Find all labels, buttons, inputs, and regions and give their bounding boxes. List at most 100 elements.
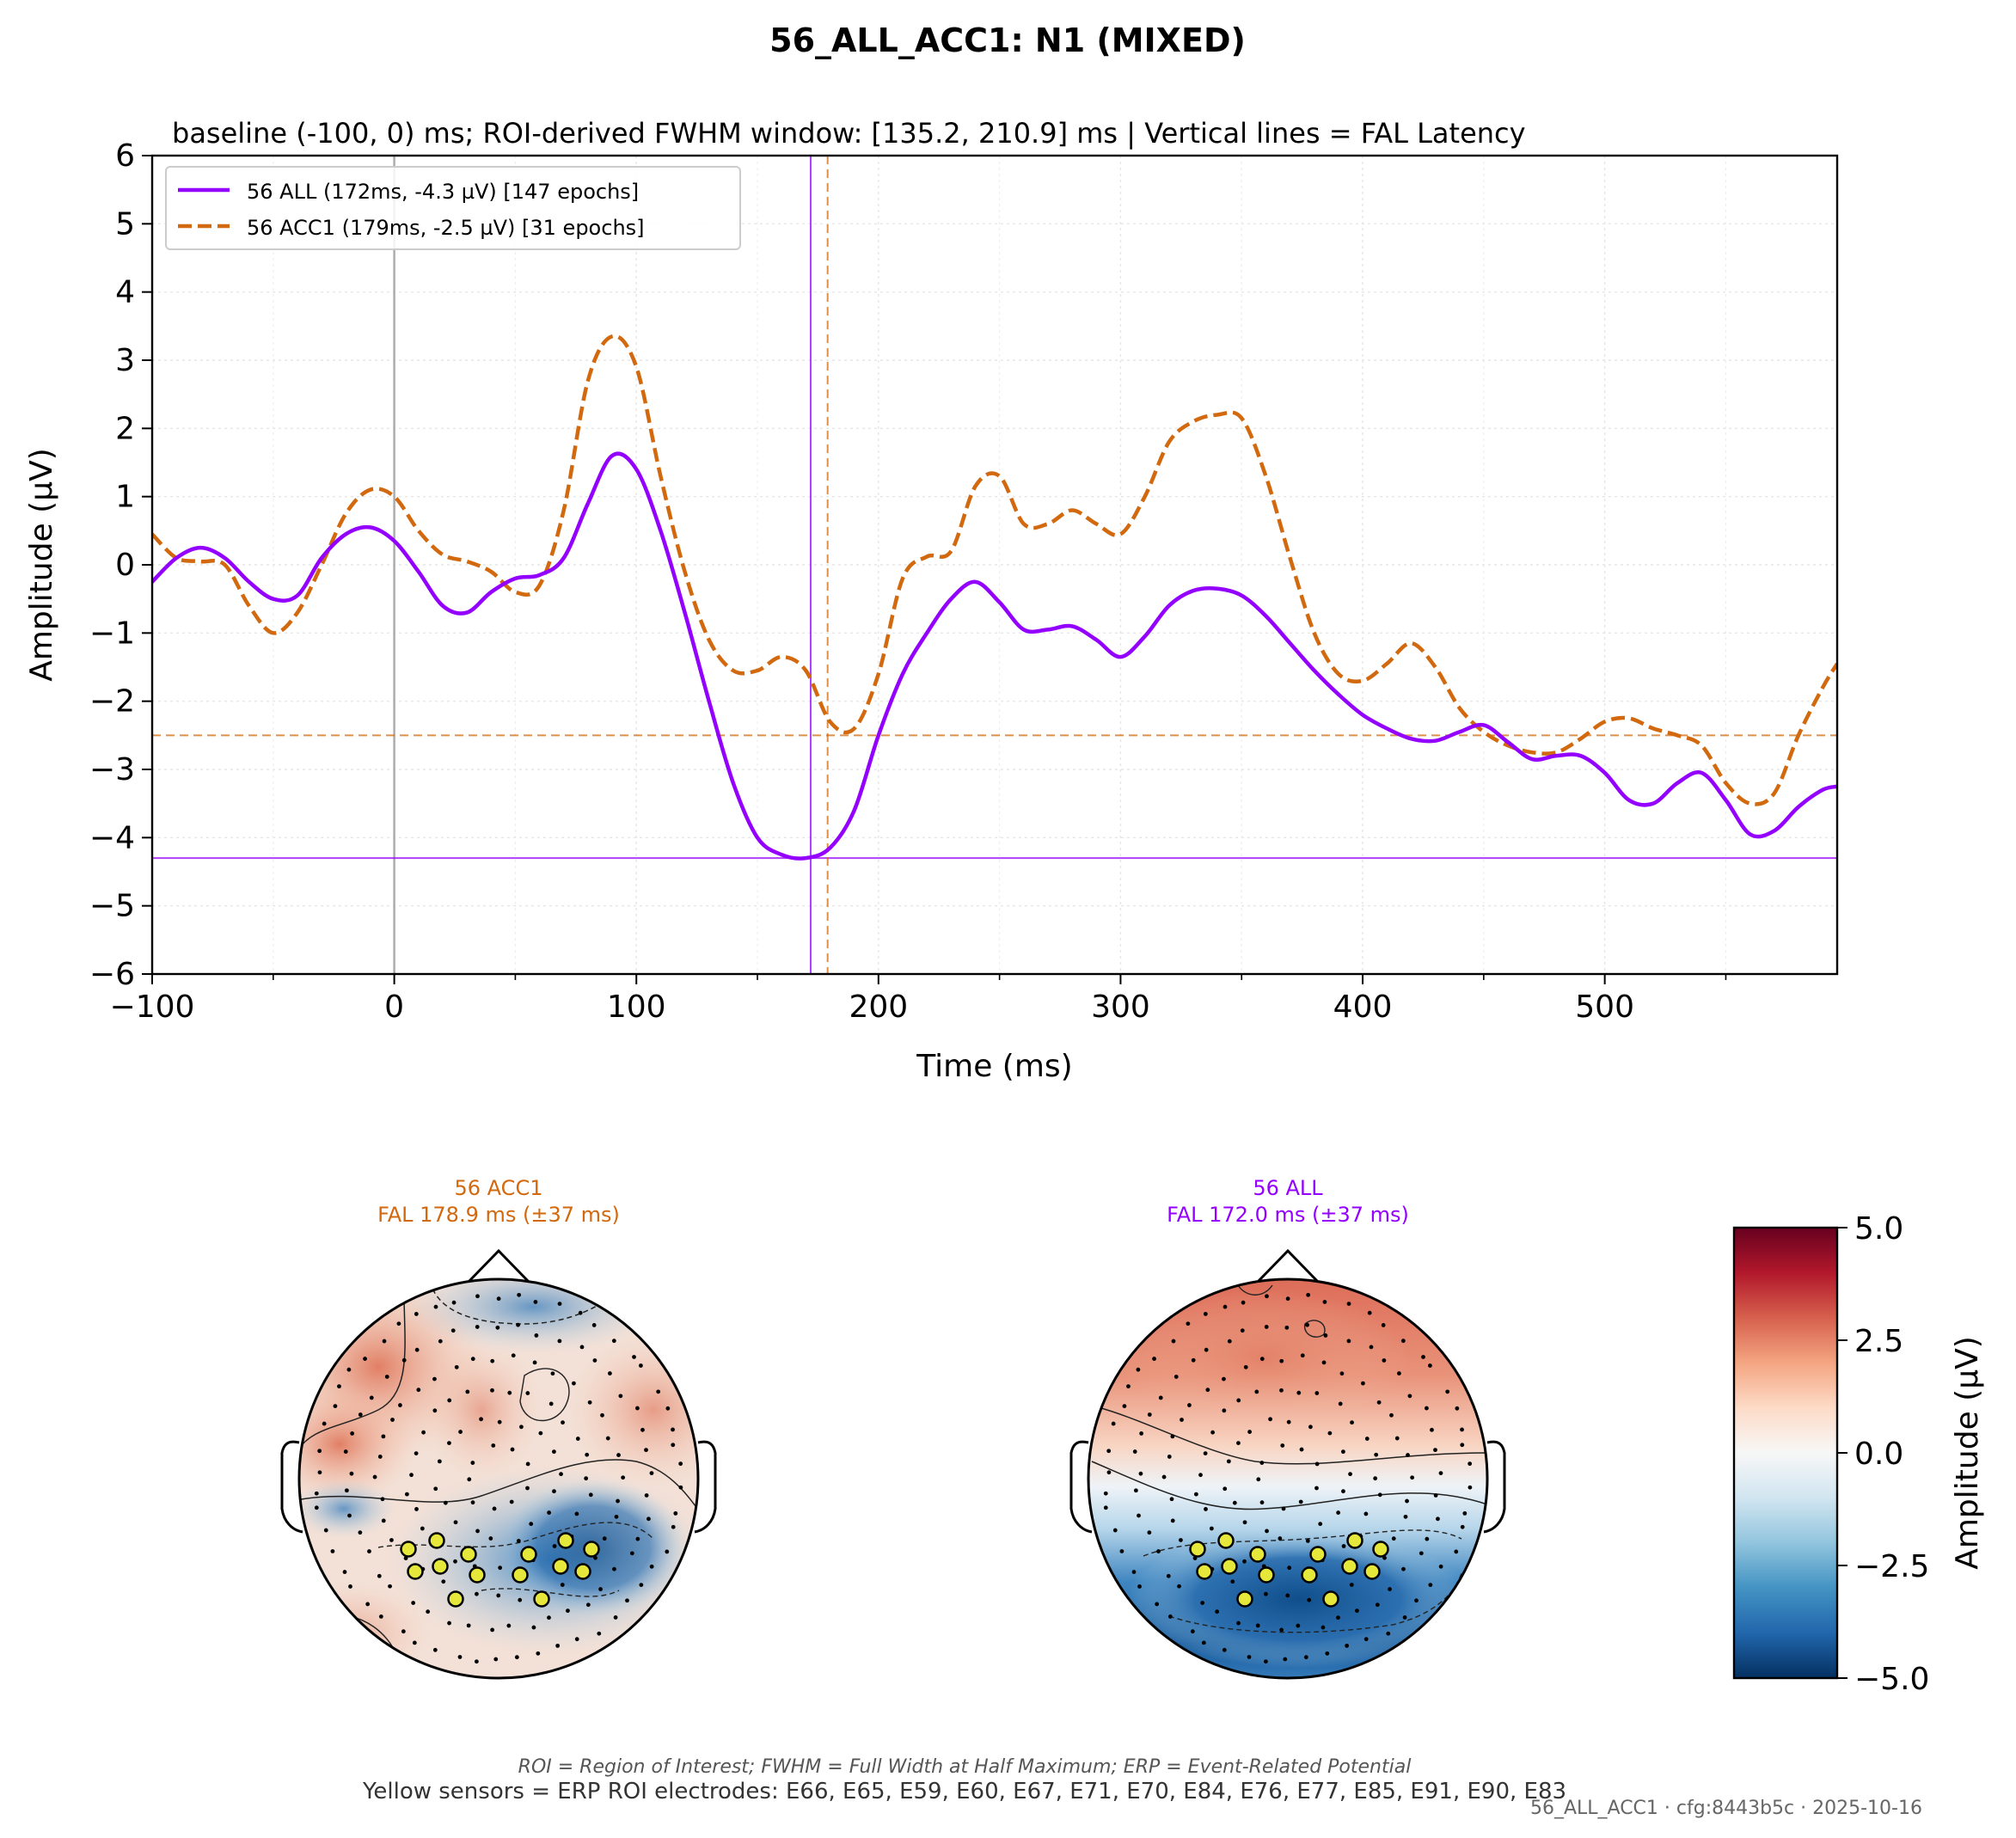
sensor-dot bbox=[1382, 1358, 1387, 1363]
sensor-dot bbox=[1361, 1381, 1365, 1386]
sensor-dot bbox=[1287, 1565, 1292, 1571]
sensor-dot bbox=[1137, 1584, 1142, 1589]
sensor-dot bbox=[1177, 1584, 1181, 1589]
roi-sensor bbox=[1346, 1532, 1363, 1549]
topomap-all-subtitle: FAL 172.0 ms (±37 ms) bbox=[1167, 1203, 1409, 1227]
sensor-dot bbox=[552, 1449, 556, 1455]
sensor-dot bbox=[1308, 1424, 1313, 1430]
sensor-dot bbox=[416, 1388, 421, 1393]
y-tick-label: 0 bbox=[115, 548, 135, 583]
sensor-dot bbox=[585, 1452, 590, 1457]
sensor-dot bbox=[640, 1427, 645, 1432]
sensor-dot bbox=[1438, 1564, 1443, 1569]
roi-sensor bbox=[428, 1532, 445, 1549]
roi-sensor bbox=[469, 1566, 486, 1584]
ear-right-acc1 bbox=[694, 1440, 717, 1534]
series-line-all bbox=[152, 451, 1837, 861]
sensor-dot bbox=[557, 1302, 562, 1306]
sensor-dot bbox=[1152, 1357, 1156, 1361]
sensor-dot bbox=[579, 1345, 585, 1350]
sensor-dot bbox=[510, 1447, 515, 1452]
sensor-dot bbox=[1428, 1583, 1433, 1588]
sensor-dot bbox=[517, 1292, 522, 1297]
sensor-dot bbox=[534, 1333, 539, 1338]
sensor-dot bbox=[572, 1381, 576, 1386]
legend-label-acc1: 56 ACC1 (179ms, -2.5 µV) [31 epochs] bbox=[247, 216, 645, 240]
sensor-dot bbox=[625, 1598, 629, 1603]
sensor-dot bbox=[536, 1651, 541, 1656]
topomap-acc1-field bbox=[299, 1279, 698, 1678]
sensor-dot bbox=[492, 1506, 497, 1511]
x-tick-label: 0 bbox=[384, 989, 404, 1025]
sensor-dot bbox=[1405, 1498, 1409, 1504]
sensor-dot bbox=[1215, 1609, 1220, 1614]
sensor-dot bbox=[1350, 1420, 1354, 1425]
sensor-dot bbox=[1201, 1640, 1206, 1645]
sensor-dot bbox=[1259, 1357, 1265, 1362]
sensor-dot bbox=[516, 1322, 520, 1327]
sensor-dot bbox=[1381, 1323, 1386, 1327]
sensor-dot bbox=[1455, 1406, 1460, 1411]
sensor-dot bbox=[665, 1406, 671, 1411]
sensor-dot bbox=[1407, 1394, 1412, 1399]
sensor-dot bbox=[1193, 1492, 1198, 1497]
sensor-dot bbox=[1166, 1573, 1171, 1578]
topomap-all: 56 ALL FAL 172.0 ms (±37 ms) bbox=[1069, 1176, 1506, 1680]
sensor-dot bbox=[1363, 1511, 1369, 1516]
sensor-dot bbox=[1103, 1505, 1108, 1510]
sensor-dot bbox=[1348, 1472, 1352, 1477]
sensor-dot bbox=[470, 1357, 475, 1362]
y-tick-label: 1 bbox=[115, 480, 135, 515]
sensor-dot bbox=[1133, 1488, 1138, 1493]
sensor-dot bbox=[317, 1470, 322, 1475]
sensor-dot bbox=[401, 1357, 407, 1363]
sensor-dot bbox=[438, 1339, 443, 1344]
sensor-dot bbox=[358, 1412, 363, 1417]
sensor-dot bbox=[611, 1339, 616, 1344]
sensor-dot bbox=[1327, 1431, 1333, 1436]
sensor-dot bbox=[1298, 1499, 1303, 1504]
sensor-dot bbox=[1232, 1500, 1237, 1505]
sensor-dot bbox=[1255, 1623, 1260, 1628]
sensor-dot bbox=[1374, 1452, 1379, 1457]
sensor-dot bbox=[1336, 1615, 1340, 1621]
roi-sensor bbox=[512, 1566, 529, 1584]
sensor-dot bbox=[1187, 1403, 1192, 1407]
sensor-dot bbox=[475, 1591, 479, 1596]
sensor-dot bbox=[443, 1500, 448, 1505]
sensor-dot bbox=[1468, 1485, 1473, 1490]
sensor-dot bbox=[1204, 1347, 1209, 1352]
sensor-dot bbox=[1259, 1500, 1265, 1505]
sensor-dot bbox=[1336, 1510, 1341, 1515]
y-tick-label: −2 bbox=[89, 684, 135, 720]
sensor-dot bbox=[1394, 1436, 1400, 1441]
figure-title: 56_ALL_ACC1: N1 (MIXED) bbox=[769, 21, 1246, 59]
sensor-dot bbox=[1425, 1406, 1429, 1411]
sensor-dot bbox=[1314, 1461, 1320, 1467]
sensor-dot bbox=[1454, 1549, 1459, 1554]
sensor-dot bbox=[1321, 1360, 1327, 1365]
sensor-dot bbox=[1167, 1614, 1173, 1619]
sensor-dot bbox=[447, 1621, 451, 1626]
roi-sensor bbox=[552, 1558, 569, 1575]
sensor-dot bbox=[1122, 1404, 1127, 1408]
sensor-dot bbox=[618, 1394, 623, 1399]
roi-sensor bbox=[1258, 1566, 1275, 1584]
roi-sensor bbox=[1236, 1590, 1253, 1608]
roi-sensor bbox=[1372, 1541, 1389, 1558]
sensor-dot bbox=[380, 1497, 385, 1502]
sensor-dot bbox=[646, 1516, 651, 1522]
sensor-dot bbox=[1303, 1655, 1308, 1660]
sensor-dot bbox=[1111, 1421, 1116, 1426]
series-lines bbox=[152, 334, 1837, 861]
sensor-dot bbox=[1279, 1388, 1284, 1393]
ear-right-all bbox=[1483, 1440, 1506, 1534]
sensor-dot bbox=[470, 1461, 475, 1465]
roi-sensor bbox=[432, 1558, 449, 1575]
sensor-dot bbox=[398, 1403, 402, 1407]
sensor-dot bbox=[396, 1321, 401, 1326]
sensor-dot bbox=[1156, 1549, 1161, 1553]
sensor-dot bbox=[561, 1420, 565, 1425]
sensor-dot bbox=[381, 1434, 386, 1439]
sensor-dot bbox=[665, 1549, 670, 1554]
